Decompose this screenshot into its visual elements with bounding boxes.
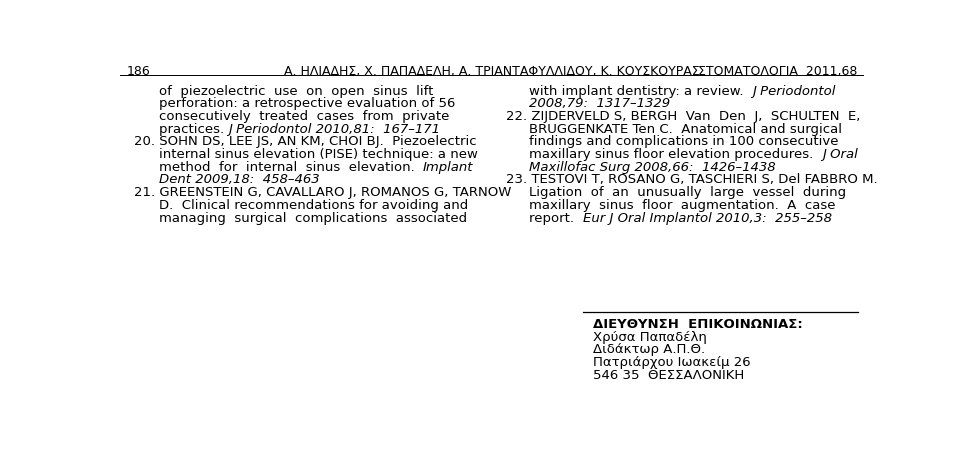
Text: ΔΙΕΥΘΥΝΣΗ  ΕΠΙΚΟΙΝΩΝΙΑΣ:: ΔΙΕΥΘΥΝΣΗ ΕΠΙΚΟΙΝΩΝΙΑΣ: xyxy=(592,318,803,331)
Text: 21. GREENSTEIN G, CAVALLARO J, ROMANOS G, TARNOW: 21. GREENSTEIN G, CAVALLARO J, ROMANOS G… xyxy=(134,186,512,199)
Text: Dent 2009,18:  458–463: Dent 2009,18: 458–463 xyxy=(158,173,320,186)
Text: managing  surgical  complications  associated: managing surgical complications associat… xyxy=(158,212,467,225)
Text: Πατριάρχου Ιωακείμ 26: Πατριάρχου Ιωακείμ 26 xyxy=(592,356,751,369)
Text: Maxillofac Surg 2008,66:  1426–1438: Maxillofac Surg 2008,66: 1426–1438 xyxy=(529,161,776,174)
Text: Διδάκτωρ Α.Π.Θ.: Διδάκτωρ Α.Π.Θ. xyxy=(592,343,705,356)
Text: 23. TESTOVI T, ROSANO G, TASCHIERI S, Del FABBRO M.: 23. TESTOVI T, ROSANO G, TASCHIERI S, De… xyxy=(506,173,877,186)
Text: Implant: Implant xyxy=(423,161,473,174)
Text: 186: 186 xyxy=(126,65,150,78)
Text: J Periodontol 2010,81:  167–171: J Periodontol 2010,81: 167–171 xyxy=(228,123,440,135)
Text: BRUGGENKATE Ten C.  Anatomical and surgical: BRUGGENKATE Ten C. Anatomical and surgic… xyxy=(529,123,842,135)
Text: Ligation  of  an  unusually  large  vessel  during: Ligation of an unusually large vessel du… xyxy=(529,186,847,199)
Text: D.  Clinical recommendations for avoiding and: D. Clinical recommendations for avoiding… xyxy=(158,199,468,212)
Text: 546 35  ΘΕΣΣΑΛΟΝΙΚΗ: 546 35 ΘΕΣΣΑΛΟΝΙΚΗ xyxy=(592,368,744,382)
Text: internal sinus elevation (PISE) technique: a new: internal sinus elevation (PISE) techniqu… xyxy=(158,148,478,161)
Text: maxillary sinus floor elevation procedures.: maxillary sinus floor elevation procedur… xyxy=(529,148,822,161)
Text: 2008,79:  1317–1329: 2008,79: 1317–1329 xyxy=(529,97,670,110)
Text: Χρύσα Παπαδέλη: Χρύσα Παπαδέλη xyxy=(592,331,707,344)
Text: report.: report. xyxy=(529,212,583,225)
Text: of  piezoelectric  use  on  open  sinus  lift: of piezoelectric use on open sinus lift xyxy=(158,85,433,98)
Text: findings and complications in 100 consecutive: findings and complications in 100 consec… xyxy=(529,135,839,149)
Text: practices.: practices. xyxy=(158,123,228,135)
Text: J Periodontol: J Periodontol xyxy=(753,85,835,98)
Text: 22. ZIJDERVELD S, BERGH  Van  Den  J,  SCHULTEN  E,: 22. ZIJDERVELD S, BERGH Van Den J, SCHUL… xyxy=(506,110,860,123)
Text: Eur J Oral Implantol 2010,3:  255–258: Eur J Oral Implantol 2010,3: 255–258 xyxy=(583,212,831,225)
Text: with implant dentistry: a review.: with implant dentistry: a review. xyxy=(529,85,753,98)
Text: 20. SOHN DS, LEE JS, AN KM, CHOI BJ.  Piezoelectric: 20. SOHN DS, LEE JS, AN KM, CHOI BJ. Pie… xyxy=(134,135,476,149)
Text: method  for  internal  sinus  elevation.: method for internal sinus elevation. xyxy=(158,161,423,174)
Text: maxillary  sinus  floor  augmentation.  A  case: maxillary sinus floor augmentation. A ca… xyxy=(529,199,836,212)
Text: ΣΤΟΜΑΤΟΛΟΓΙΑ  2011,68: ΣΤΟΜΑΤΟΛΟΓΙΑ 2011,68 xyxy=(699,65,858,78)
Text: perforation: a retrospective evaluation of 56: perforation: a retrospective evaluation … xyxy=(158,97,455,110)
Text: J Oral: J Oral xyxy=(822,148,857,161)
Text: consecutively  treated  cases  from  private: consecutively treated cases from private xyxy=(158,110,449,123)
Text: Α. ΗΛΙΑΔΗΣ, Χ. ΠΑΠΑΔΕΛΗ, Α. ΤΡΙΑΝΤΑΦΥΛΛΙΔΟΥ, Κ. ΚΟΥΣΚΟΥΡΑΣ: Α. ΗΛΙΑΔΗΣ, Χ. ΠΑΠΑΔΕΛΗ, Α. ΤΡΙΑΝΤΑΦΥΛΛΙ… xyxy=(284,65,700,78)
